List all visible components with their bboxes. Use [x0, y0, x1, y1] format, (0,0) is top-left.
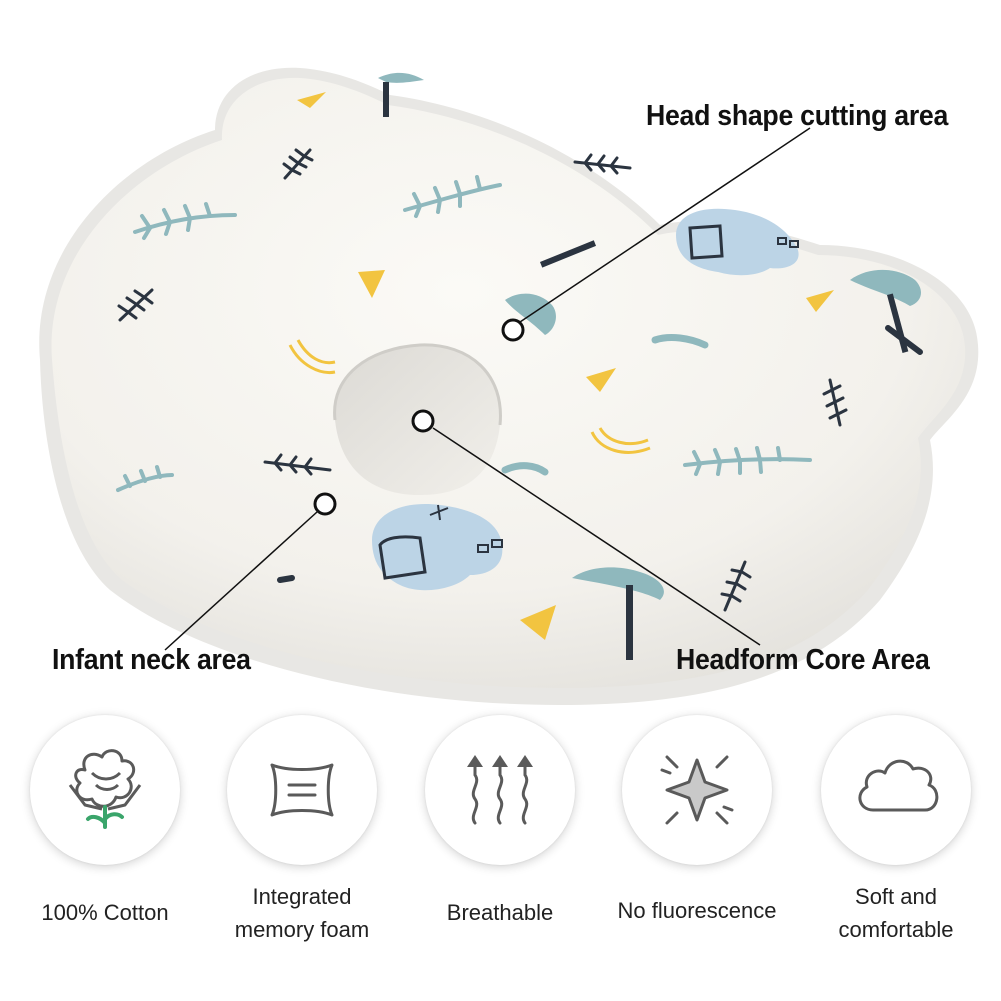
feature-label: 100% Cotton: [10, 880, 200, 929]
palm-tree-decoration: [378, 72, 922, 660]
callout-headform-core-area: Headform Core Area: [676, 644, 930, 676]
feature-soft-comfortable: Soft and comfortable: [801, 715, 991, 1001]
callout-head-shape-cutting-area: Head shape cutting area: [646, 100, 949, 132]
marker-head-shape: [501, 318, 525, 342]
feature-cotton: 100% Cotton: [10, 715, 200, 1001]
feature-no-fluorescence: No fluorescence: [602, 715, 792, 1001]
feature-label-line: Breathable: [446, 900, 554, 925]
marker-infant-neck: [313, 492, 337, 516]
feature-label-line: No fluorescence: [617, 898, 777, 923]
yellow-arrow-decoration: [297, 92, 834, 640]
product-photo: Head shape cutting area Infant neck area…: [39, 67, 979, 705]
feature-memory-foam: Integrated memory foam: [207, 715, 397, 1001]
breathable-arrows-icon: [467, 755, 533, 825]
sparkle-star-icon: [660, 755, 734, 825]
feature-icon-circle: [425, 715, 575, 865]
elephant-decoration: [372, 208, 799, 591]
yellow-arc-decoration: [288, 339, 651, 454]
memory-foam-icon: [270, 763, 334, 817]
cloud-icon: [858, 759, 939, 812]
feature-label-line: memory foam: [234, 917, 370, 942]
callout-markers: [313, 318, 525, 516]
feature-list: 100% Cotton Integrated memory foam: [0, 715, 1001, 1001]
feature-icon-circle: [227, 715, 377, 865]
callout-pointers: [164, 127, 811, 651]
feature-label: Breathable: [405, 880, 595, 929]
feature-label-line: comfortable: [838, 917, 954, 942]
feature-label: Soft and comfortable: [801, 880, 991, 946]
leaf-branch-decoration: [116, 175, 812, 492]
feature-icon-circle: [30, 715, 180, 865]
feature-breathable: Breathable: [405, 715, 595, 1001]
cotton-icon: [68, 749, 142, 829]
feature-icon-circle: [622, 715, 772, 865]
feature-label-line: Integrated: [252, 884, 352, 909]
feature-label: No fluorescence: [602, 880, 792, 927]
pillow-illustration: [39, 67, 979, 705]
feature-label-line: Soft and: [855, 884, 937, 909]
pillow-surface: [51, 77, 966, 688]
feature-label-line: 100% Cotton: [41, 900, 169, 925]
callout-infant-neck-area: Infant neck area: [52, 644, 251, 676]
fern-decoration: [117, 148, 923, 612]
feature-icon-circle: [821, 715, 971, 865]
marker-headform-core: [411, 409, 435, 433]
feature-label: Integrated memory foam: [207, 880, 397, 946]
